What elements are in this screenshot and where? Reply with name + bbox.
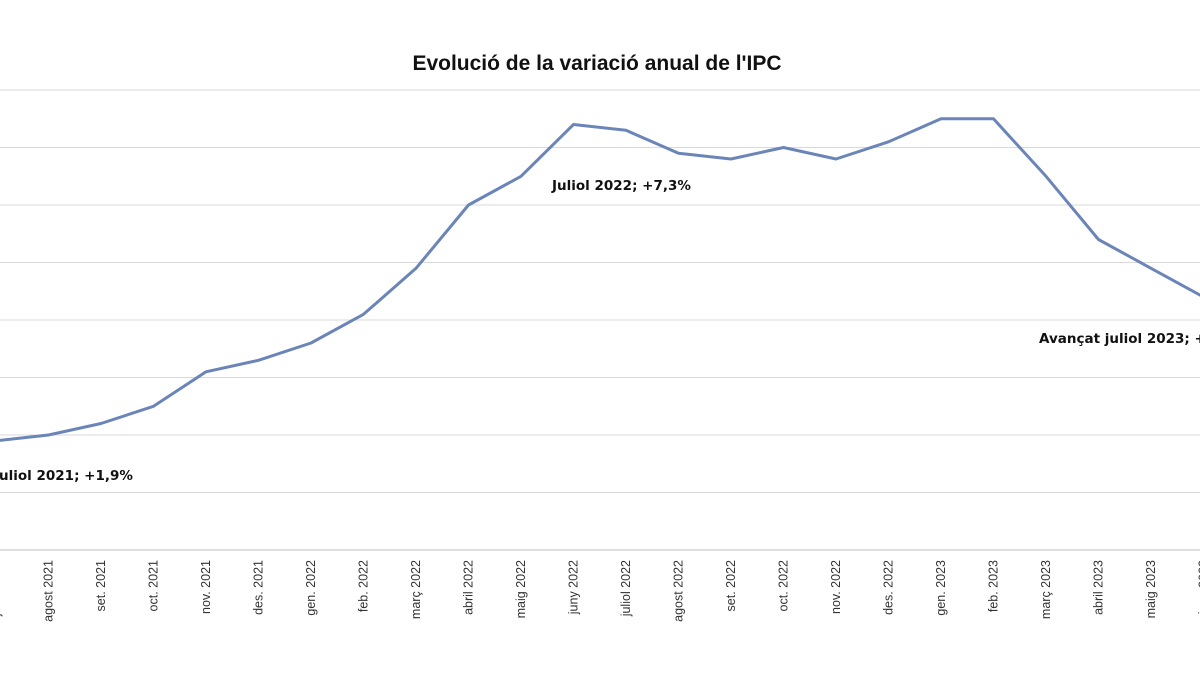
x-tick-label: agost 2022 <box>672 560 686 622</box>
x-tick-label: juliol 2021 <box>0 560 3 617</box>
x-tick-label: nov. 2022 <box>829 560 843 614</box>
x-tick-label: abril 2022 <box>462 560 476 615</box>
gridlines <box>0 89 1200 493</box>
x-tick-label: set. 2021 <box>94 560 108 611</box>
x-tick-label: oct. 2022 <box>777 560 791 611</box>
annotation-juliol-2021: Juliol 2021; +1,9% <box>0 468 133 484</box>
x-tick-label: abril 2023 <box>1092 560 1106 615</box>
x-tick-label: maig 2023 <box>1144 560 1158 618</box>
x-tick-label: feb. 2022 <box>357 560 371 612</box>
x-tick-label: maig 2022 <box>514 560 528 618</box>
x-tick-label: març 2023 <box>1039 560 1053 619</box>
series-line <box>0 117 1200 442</box>
x-tick-label: oct. 2021 <box>147 560 161 611</box>
x-tick-label: des. 2022 <box>882 560 896 615</box>
x-tick-label: agost 2021 <box>42 560 56 622</box>
x-tick-label: feb. 2023 <box>987 560 1001 612</box>
x-tick-label: gen. 2022 <box>304 560 318 616</box>
x-tick-label: nov. 2021 <box>199 560 213 614</box>
chart-title: Evolució de la variació anual de l'IPC <box>412 52 781 75</box>
x-tick-label: des. 2021 <box>252 560 266 615</box>
x-tick-label: set. 2022 <box>724 560 738 611</box>
x-tick-labels: juliol 2021 agost 2021 set. 2021 oct. 2021 n… <box>0 560 1200 622</box>
x-tick-label: juny 2022 <box>567 560 581 615</box>
annotation-juliol-2023: Avançat juliol 2023; + <box>1039 331 1200 347</box>
x-tick-label: juliol 2022 <box>619 560 633 617</box>
x-tick-label: gen. 2023 <box>934 560 948 616</box>
x-tick-label: juny 2023 <box>1197 560 1200 615</box>
x-tick-label: març 2022 <box>409 560 423 619</box>
annotation-juliol-2022: Juliol 2022; +7,3% <box>551 178 691 194</box>
